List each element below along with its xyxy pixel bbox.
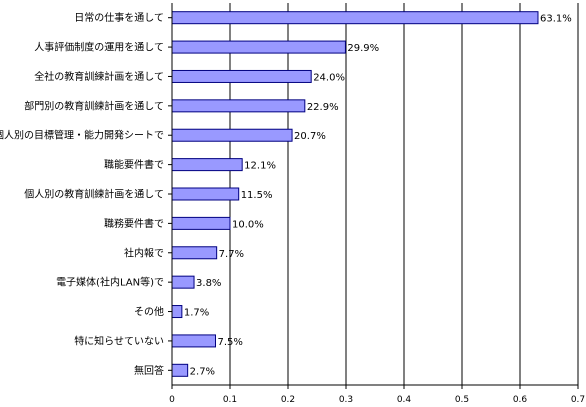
axes <box>168 3 578 386</box>
category-label: 日常の仕事を通して <box>74 11 164 24</box>
bar <box>171 334 216 348</box>
category-label: 職務要件書で <box>104 217 164 230</box>
x-tick-label: 0.1 <box>223 395 237 405</box>
bar <box>171 305 183 319</box>
value-labels: 63.1% 29.9% 24.0% 22.9% 20.7% 12.1% 11.5% 10.0%… <box>184 14 572 378</box>
x-tick-labels: 0 0.1 0.2 0.3 0.4 0.5 0.6 0.7 <box>169 385 585 405</box>
category-label: 社内報で <box>124 246 164 259</box>
value-label: 24.0% <box>313 72 345 83</box>
bar <box>171 128 293 142</box>
bar <box>171 363 189 377</box>
value-label: 22.9% <box>307 102 339 113</box>
x-tick-label: 0.7 <box>571 395 585 405</box>
value-label: 12.1% <box>244 161 276 172</box>
category-label: 職能要件書で <box>104 158 164 171</box>
x-tick-label: 0.3 <box>339 395 353 405</box>
bar <box>171 275 195 289</box>
value-label: 2.7% <box>190 366 215 377</box>
bar <box>171 187 240 201</box>
value-label: 10.0% <box>232 219 264 230</box>
category-label: その他 <box>134 305 164 318</box>
x-tick-label: 0 <box>169 395 175 405</box>
x-tick-label: 0.5 <box>455 395 469 405</box>
value-label: 3.8% <box>196 278 221 289</box>
category-label: 電子媒体(社内LAN等)で <box>56 276 164 289</box>
value-label: 1.7% <box>184 308 209 319</box>
x-tick-label: 0.4 <box>397 395 412 405</box>
bar <box>171 158 243 172</box>
category-label: 全社の教育訓練計画を通して <box>34 70 164 83</box>
bar <box>171 11 539 25</box>
category-label: 個人別の目標管理・能力開発シートで <box>0 129 164 142</box>
category-label: 人事評価制度の運用を通して <box>34 41 164 54</box>
value-label: 20.7% <box>294 131 326 142</box>
bar <box>171 216 231 230</box>
gridlines <box>229 3 579 385</box>
value-label: 7.5% <box>218 337 243 348</box>
category-label: 特に知らせていない <box>74 334 164 347</box>
value-label: 29.9% <box>347 43 379 54</box>
category-label: 部門別の教育訓練計画を通して <box>24 99 164 112</box>
bar <box>171 40 346 54</box>
category-labels: 日常の仕事を通して人事評価制度の運用を通して全社の教育訓練計画を通して部門別の教… <box>0 11 164 377</box>
x-tick-label: 0.6 <box>513 395 528 405</box>
bar <box>171 69 312 83</box>
x-tick-label: 0.2 <box>281 395 295 405</box>
value-label: 63.1% <box>540 14 572 25</box>
bar <box>171 99 306 113</box>
bars <box>171 11 539 377</box>
value-label: 11.5% <box>241 190 273 201</box>
value-label: 7.7% <box>219 249 244 260</box>
category-label: 無回答 <box>134 364 164 377</box>
category-label: 個人別の教育訓練計画を通して <box>24 188 164 201</box>
bar <box>171 246 218 260</box>
